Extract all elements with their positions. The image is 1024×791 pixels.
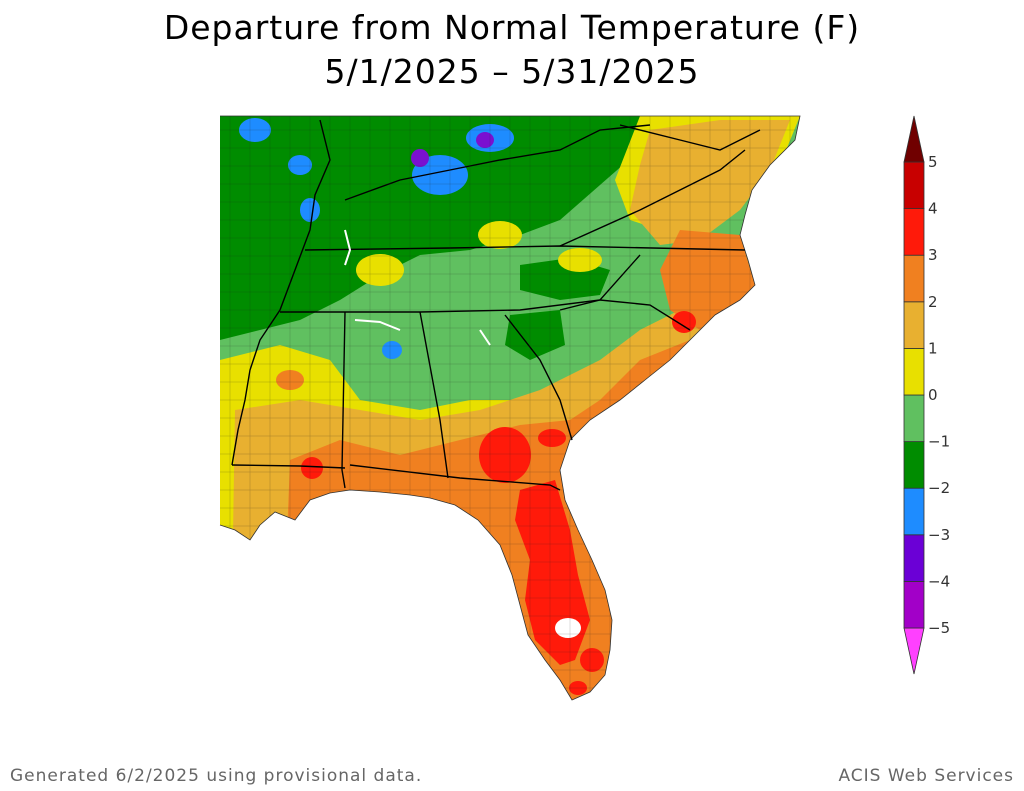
mississippi-river-border — [231, 119, 331, 466]
legend-tick-label: 3 — [928, 246, 938, 264]
legend-arrow-top — [903, 115, 925, 163]
region-one-to-two-va — [630, 120, 790, 245]
legend-swatch — [903, 254, 925, 303]
legend-tick-label: 2 — [928, 293, 938, 311]
legend-swatch — [903, 534, 925, 582]
river-ga — [479, 329, 491, 346]
tn-south-border — [280, 254, 641, 313]
region-zero-to-one-tn — [478, 221, 522, 249]
al-ga-border — [419, 311, 449, 479]
legend-tick-label: −5 — [928, 619, 950, 637]
region-three-to-four-fl-south — [580, 648, 604, 672]
legend-swatch — [903, 301, 925, 349]
river-tn — [344, 229, 352, 266]
tn-ky-border — [304, 245, 746, 251]
state-boundaries — [219, 115, 801, 701]
legend-swatch — [903, 487, 925, 536]
coastline-outline — [219, 115, 801, 701]
legend-swatch — [903, 394, 925, 442]
region-minus3-ky — [412, 155, 468, 195]
region-two-to-three-ar — [276, 370, 304, 390]
region-three-to-four-ga-coast — [538, 429, 566, 447]
legend-arrow-bottom — [903, 627, 925, 675]
region-zero-to-one-sc — [558, 248, 602, 272]
region-three-to-four-ms — [301, 457, 323, 479]
region-zero-to-one-ms — [356, 254, 404, 286]
md-va-border — [619, 124, 761, 151]
legend-swatch — [903, 581, 925, 629]
legend-swatch — [903, 161, 925, 209]
fl-north-border — [349, 464, 561, 491]
legend-tick-label: −4 — [928, 572, 950, 590]
ga-sc-border — [504, 314, 573, 441]
region-minus3-nw — [239, 118, 271, 142]
legend-tick-label: 5 — [928, 153, 938, 171]
rivers — [344, 229, 491, 346]
legend-tick-label: −2 — [928, 479, 950, 497]
legend-tick-label: 1 — [928, 339, 938, 357]
legend-swatch — [903, 347, 925, 396]
region-three-to-four-fl-tip — [569, 681, 587, 695]
legend-labels: 5 4 3 2 1 0 −1 −2 −3 −4 −5 — [928, 153, 950, 637]
legend-tick-label: −3 — [928, 526, 950, 544]
region-three-to-four-nc — [672, 311, 696, 333]
region-minus2-ga — [505, 310, 565, 360]
legend-tick-label: −1 — [928, 433, 950, 451]
generated-note: Generated 6/2/2025 using provisional dat… — [10, 766, 423, 786]
region-minus3-delta — [300, 198, 320, 222]
map-title: Departure from Normal Temperature (F) — [163, 8, 861, 47]
map-date-range: 5/1/2025 – 5/31/2025 — [324, 52, 700, 91]
region-minus4-b — [476, 132, 494, 148]
va-nc-border — [559, 149, 746, 247]
ms-la-border — [231, 464, 346, 469]
nc-sc-border — [559, 299, 691, 331]
lake-okeechobee — [555, 618, 581, 638]
region-minus3-west — [288, 155, 312, 175]
ms-al-border — [341, 311, 346, 489]
legend-tick-label: 0 — [928, 386, 938, 404]
legend-swatch — [903, 208, 925, 256]
legend-color-bar — [903, 115, 925, 675]
legend-swatch — [903, 441, 925, 489]
ky-north-border — [344, 124, 651, 201]
region-minus4-a — [411, 149, 429, 167]
region-minus3-al — [382, 341, 402, 359]
source-credit: ACIS Web Services — [838, 766, 1014, 786]
region-three-to-four-ga — [479, 427, 531, 483]
legend-tick-label: 4 — [928, 200, 938, 218]
river-al — [354, 319, 401, 331]
